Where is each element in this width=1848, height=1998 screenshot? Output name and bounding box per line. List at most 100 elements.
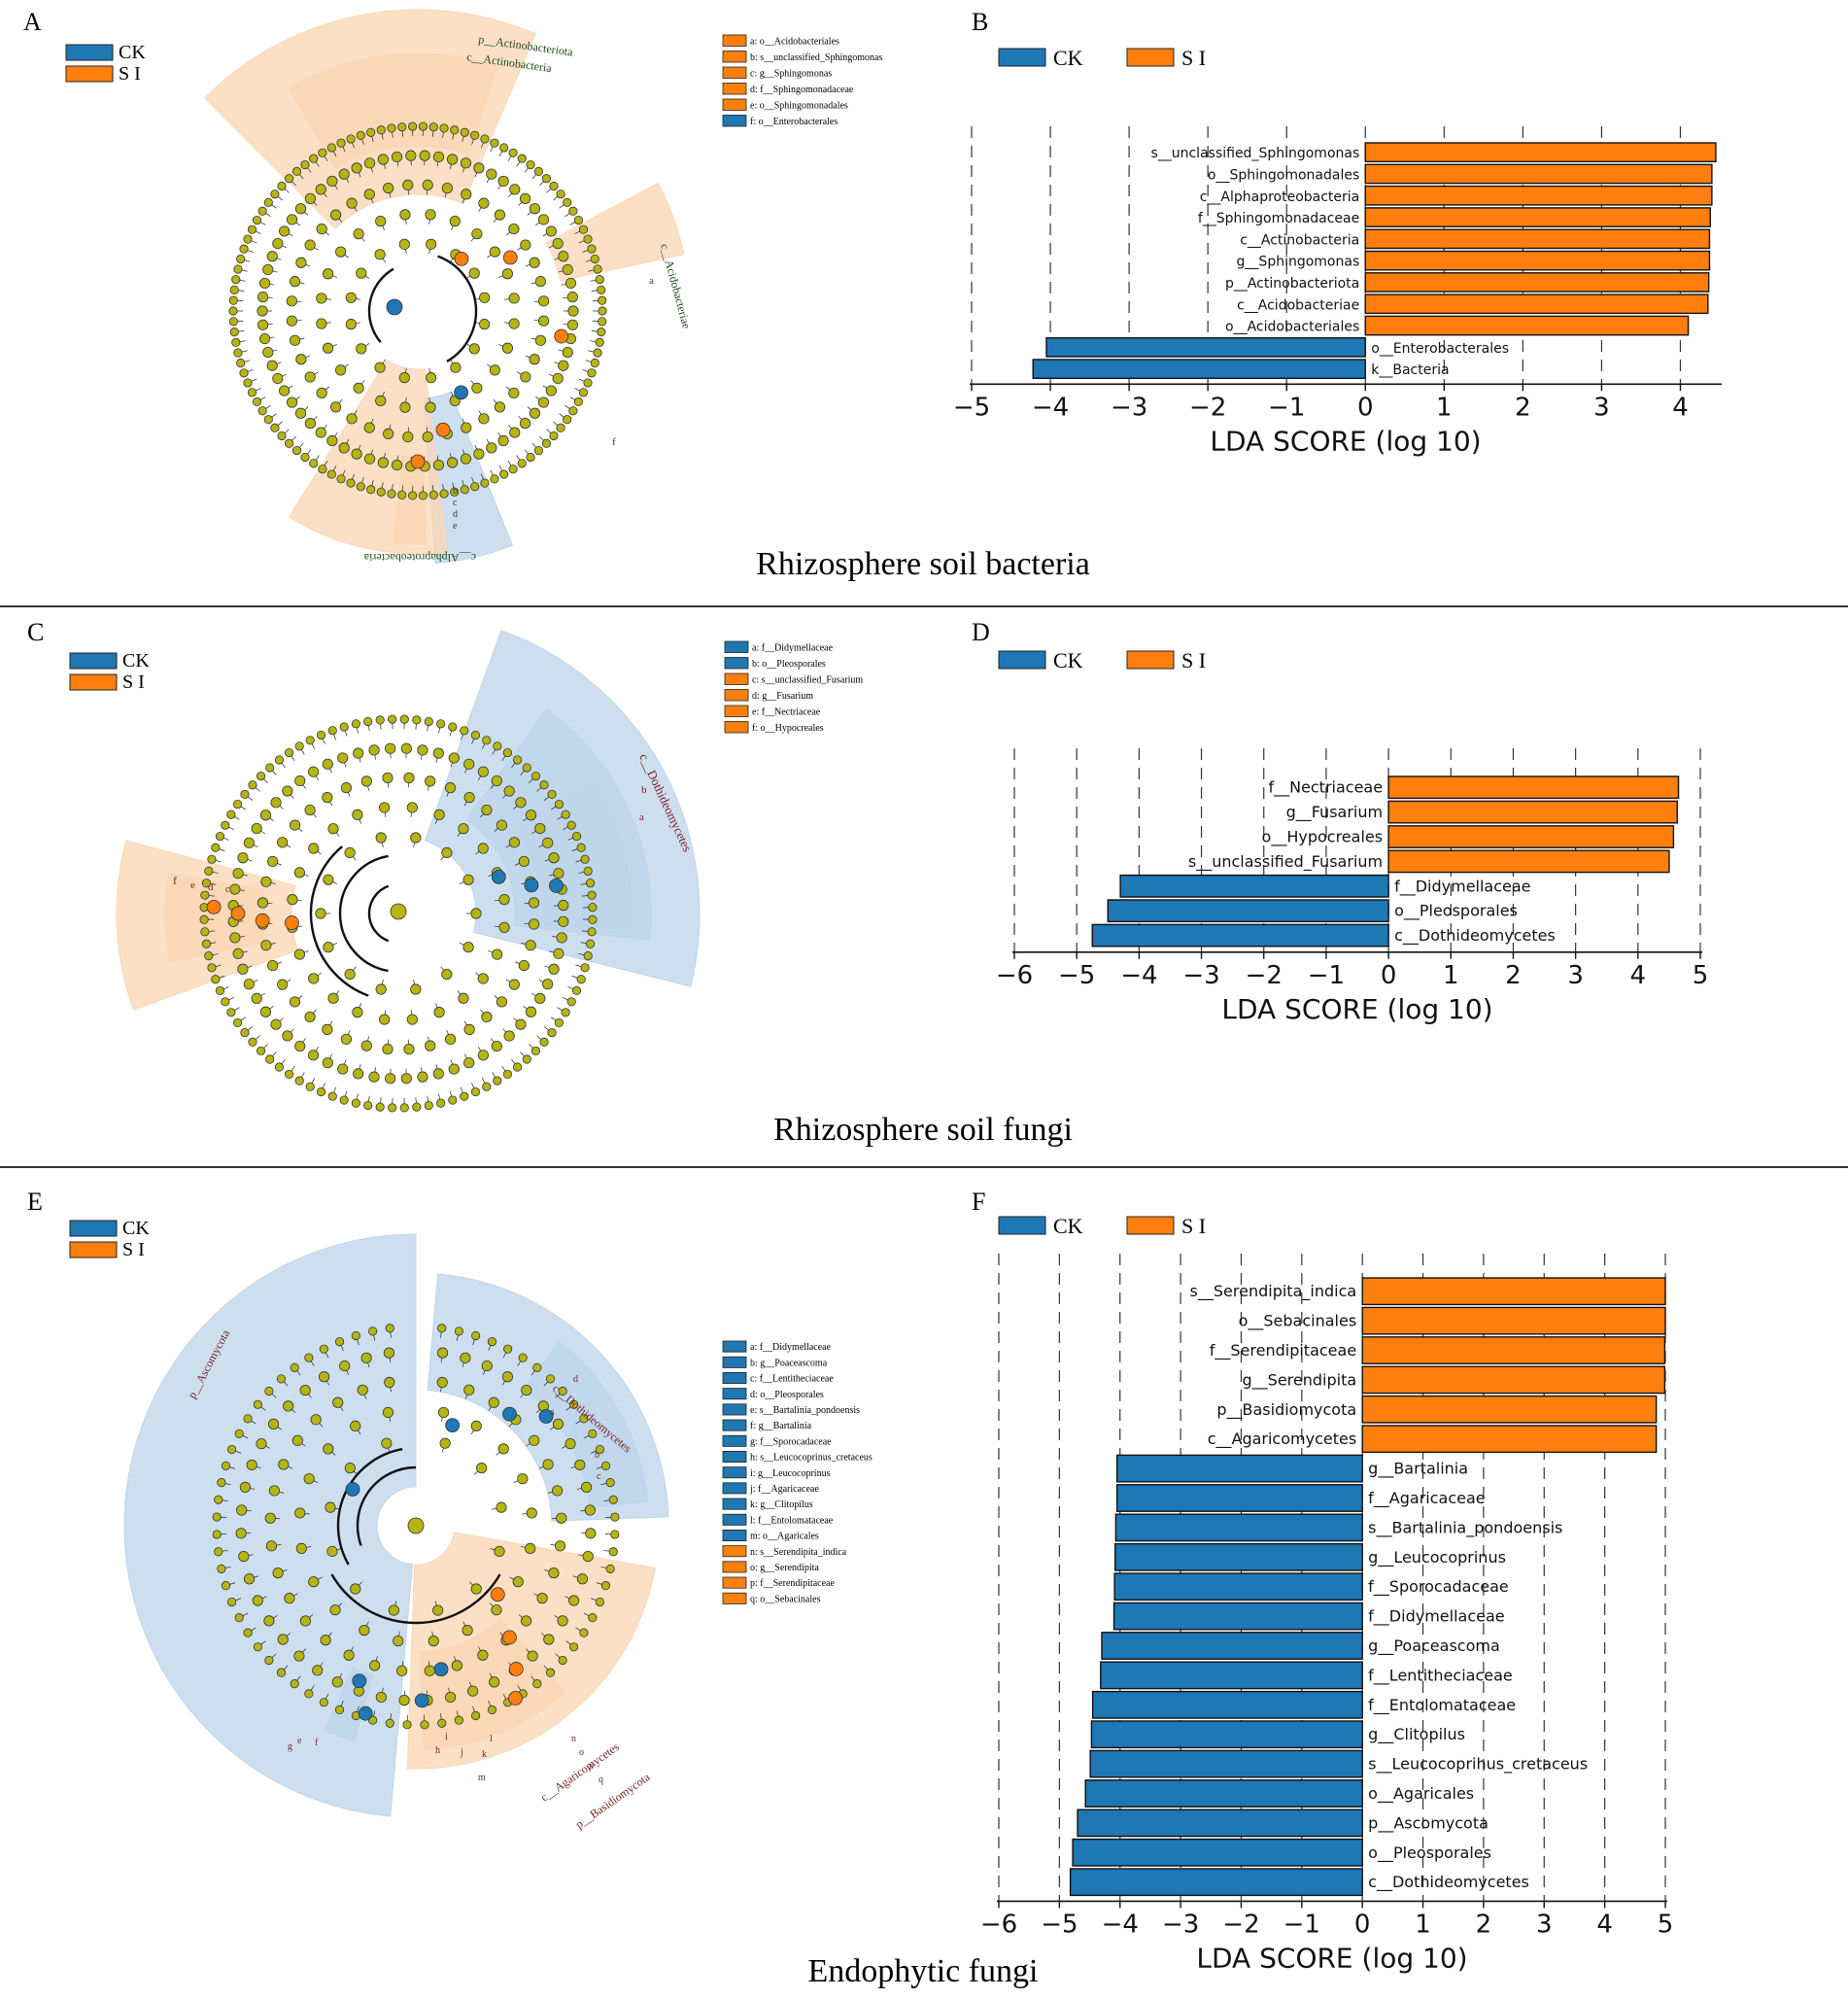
clado-c-arc bbox=[309, 845, 369, 997]
clado-c-node bbox=[327, 823, 339, 835]
clado-e-node bbox=[436, 1376, 448, 1389]
clado-c-clade-letter: c bbox=[225, 884, 230, 895]
clado-c-node bbox=[436, 1098, 446, 1108]
clado-e-node bbox=[476, 1463, 488, 1474]
clado-c-legend-swatch bbox=[724, 689, 749, 702]
clado-a-node bbox=[473, 162, 485, 174]
clado-a-node bbox=[377, 154, 389, 165]
clado-a-node bbox=[323, 342, 334, 354]
clado-a-node bbox=[258, 332, 271, 345]
clado-c-node bbox=[448, 752, 460, 764]
clado-c-legend-swatch bbox=[724, 640, 749, 653]
lda-f-tick-label: 5 bbox=[1658, 1910, 1674, 1939]
clado-a-node bbox=[300, 452, 310, 463]
clado-c-node bbox=[470, 1086, 481, 1097]
clado-a-node bbox=[231, 337, 241, 347]
clado-a-node bbox=[497, 434, 509, 447]
clado-e-node bbox=[329, 1604, 341, 1616]
clado-e-node bbox=[568, 1595, 580, 1606]
clado-a-node bbox=[450, 362, 462, 373]
lda-b-tick-label: 0 bbox=[1357, 393, 1374, 422]
lda-f-bar bbox=[1361, 1365, 1666, 1395]
clado-e-node bbox=[477, 1649, 489, 1661]
clado-a-node bbox=[236, 254, 246, 264]
clado-e-legend-swatch bbox=[722, 1545, 747, 1558]
clado-a-node bbox=[529, 203, 541, 215]
clado-c-node bbox=[316, 730, 326, 741]
clado-a-node bbox=[375, 395, 387, 406]
clado-c-node bbox=[458, 823, 469, 835]
clado-c-node bbox=[534, 992, 546, 1004]
clado-e-legend-swatch bbox=[722, 1498, 747, 1510]
clado-a-node bbox=[402, 179, 414, 191]
clado-e-node bbox=[295, 1542, 307, 1555]
clado-a-clade-label: c__Alphaproteobacteria bbox=[363, 551, 476, 565]
clado-e-node bbox=[518, 1353, 528, 1362]
lda-b-bar bbox=[1364, 185, 1713, 206]
clado-a-node bbox=[399, 209, 411, 221]
clado-e-legend-ck-swatch bbox=[69, 1220, 118, 1237]
clado-c-node bbox=[528, 918, 540, 930]
clado-c-node bbox=[267, 959, 279, 972]
clado-c-legend-item: d: g__Fusarium bbox=[752, 691, 813, 702]
clado-e-node bbox=[463, 1384, 475, 1395]
clado-c-node bbox=[360, 1040, 372, 1051]
clado-a-node bbox=[243, 378, 253, 388]
clado-c-node bbox=[352, 1007, 363, 1018]
lda-f-bar bbox=[1072, 1838, 1363, 1867]
clado-e-legend-item: a: f__Didymellaceae bbox=[750, 1342, 832, 1353]
clado-c-node bbox=[353, 1068, 364, 1080]
clado-c-node bbox=[556, 932, 567, 944]
clado-a-node bbox=[509, 184, 521, 195]
clado-a-node bbox=[552, 372, 564, 385]
clado-a-node bbox=[345, 292, 357, 303]
clado-a-node bbox=[568, 406, 578, 416]
clado-c-node bbox=[498, 894, 510, 906]
clado-a-node bbox=[460, 157, 472, 169]
clado-c-node bbox=[388, 714, 397, 724]
clado-c-node bbox=[558, 915, 569, 927]
clado-c-node bbox=[211, 975, 221, 984]
clado-e-node bbox=[299, 1615, 312, 1627]
clado-a-node bbox=[537, 315, 550, 327]
cladogram-a: CKS Ip__Actinobacteriotac__Actinobacteri… bbox=[65, 9, 882, 565]
clado-a-node bbox=[449, 216, 461, 227]
lda-d-x-axis-title: LDA SCORE (log 10) bbox=[1221, 993, 1492, 1025]
clado-a-node bbox=[468, 343, 480, 355]
clado-c-node bbox=[201, 878, 212, 888]
clado-e-node bbox=[610, 1530, 620, 1539]
clado-e-node bbox=[439, 1437, 451, 1449]
clado-a-legend-item: e: o__Sphingomonadales bbox=[750, 101, 848, 112]
clado-c-legend-ck-label: CK bbox=[122, 650, 150, 672]
clado-c-node bbox=[251, 992, 262, 1004]
clado-a-node bbox=[318, 148, 327, 157]
clado-c-node bbox=[539, 780, 549, 790]
clado-e-clade-letter: o bbox=[579, 1747, 584, 1758]
clado-c-node bbox=[287, 894, 298, 906]
clado-a-node bbox=[519, 418, 531, 430]
clado-e-node bbox=[339, 1360, 351, 1372]
clado-a-node bbox=[304, 371, 316, 383]
lda-b-tick-label: 2 bbox=[1515, 393, 1531, 422]
clado-c-node bbox=[382, 1043, 394, 1055]
clado-c-node bbox=[492, 948, 503, 960]
clado-c-arc bbox=[338, 854, 389, 973]
lda-f-bar bbox=[1091, 1690, 1363, 1719]
clado-c-legend-swatch bbox=[724, 705, 749, 717]
clado-e-node bbox=[520, 1615, 532, 1627]
clado-c-node bbox=[207, 963, 217, 973]
clado-a-node bbox=[541, 438, 552, 448]
clado-a-node bbox=[425, 401, 436, 413]
lda-b-legend-ck-label: CK bbox=[1053, 46, 1083, 70]
clado-c-node bbox=[293, 948, 305, 960]
clado-a-node bbox=[490, 138, 499, 148]
clado-e-node bbox=[545, 1668, 556, 1677]
clado-e-marker-si bbox=[490, 1587, 505, 1602]
clado-a-node bbox=[593, 348, 602, 358]
clado-c-node bbox=[353, 747, 364, 759]
clado-a-node bbox=[257, 292, 269, 303]
clado-e-node bbox=[503, 1344, 513, 1354]
clado-c-node bbox=[289, 819, 301, 831]
clado-a-node bbox=[447, 457, 459, 468]
clado-a-node bbox=[375, 216, 387, 227]
